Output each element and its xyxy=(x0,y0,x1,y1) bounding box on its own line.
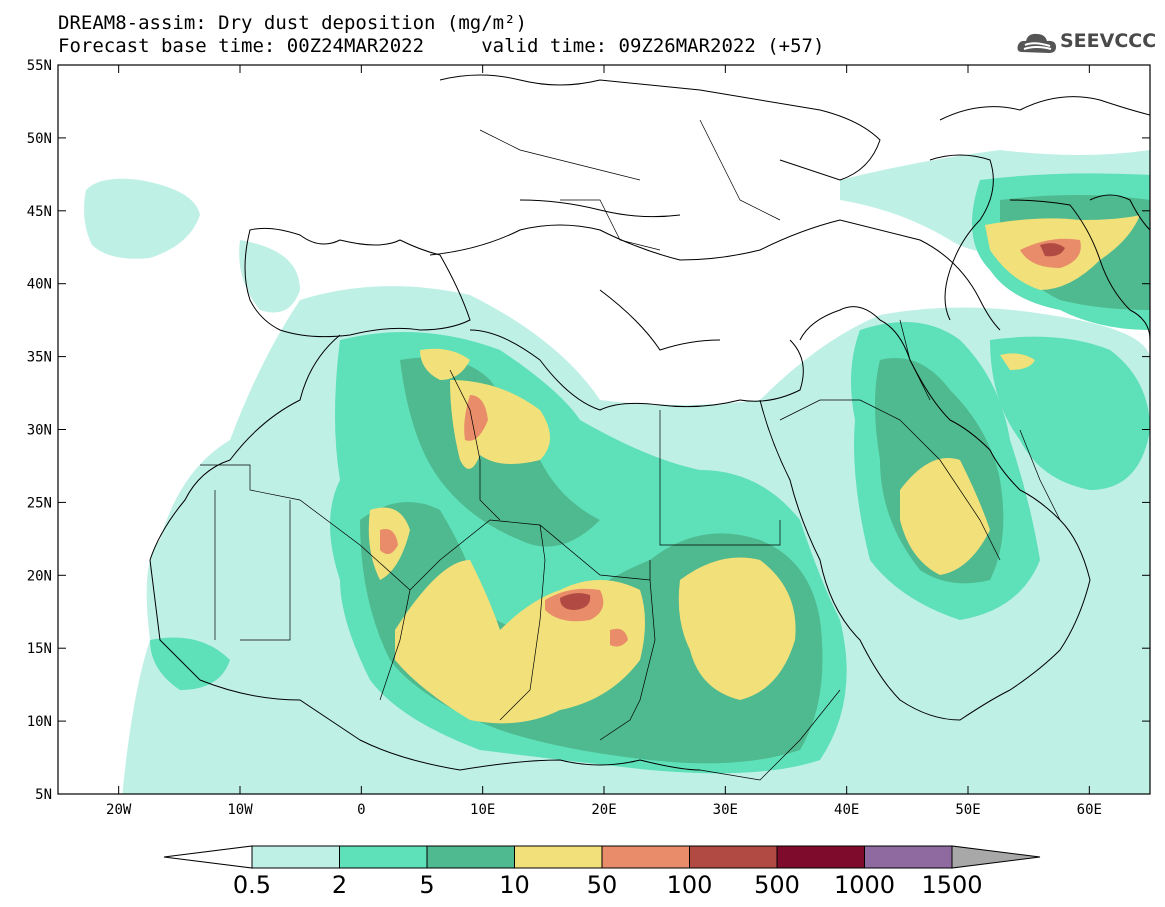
lat-tick-label: 15N xyxy=(27,641,52,657)
colorbar-under-arrow xyxy=(163,845,253,869)
lat-tick-label: 35N xyxy=(27,350,52,366)
lat-tick-label: 50N xyxy=(27,131,52,147)
colorbar-label: 100 xyxy=(667,871,713,899)
colorbar-segment xyxy=(514,845,603,869)
colorbar-label: 50 xyxy=(587,871,618,899)
colorbar-segment xyxy=(339,845,428,869)
colorbar-label: 500 xyxy=(754,871,800,899)
lon-tick-label: 10E xyxy=(470,802,495,818)
country-borders xyxy=(200,119,1061,781)
forecast-time-subtitle: Forecast base time: 00Z24MAR2022 valid t… xyxy=(58,35,825,57)
colorbar-segment xyxy=(426,845,515,869)
colorbar-label: 2 xyxy=(332,871,347,899)
map-title: DREAM8-assim: Dry dust deposition (mg/m²… xyxy=(58,12,527,34)
lat-tick-label: 45N xyxy=(27,204,52,220)
colorbar-segment xyxy=(864,845,953,869)
colorbar-segment xyxy=(251,845,340,869)
colorbar-over-arrow xyxy=(951,845,1041,869)
cloud-icon xyxy=(1017,33,1056,53)
colorbar-segment xyxy=(689,845,778,869)
lat-tick-label: 10N xyxy=(27,714,52,730)
logo-text: SEEVCCC xyxy=(1060,30,1157,52)
lat-tick-label: 30N xyxy=(27,423,52,439)
lon-tick-label: 0 xyxy=(357,802,365,818)
lon-tick-label: 60E xyxy=(1077,802,1102,818)
colorbar-label: 0.5 xyxy=(233,871,271,899)
colorbar-label: 1500 xyxy=(921,871,982,899)
coastlines xyxy=(149,74,1150,771)
deposition-level-100 xyxy=(560,243,1065,610)
lat-tick-label: 25N xyxy=(27,495,52,511)
lat-tick-label: 5N xyxy=(35,787,52,803)
lon-tick-label: 10W xyxy=(227,802,253,818)
lon-tick-label: 20W xyxy=(106,802,132,818)
colorbar: 0.5 2 5 10 50 100 500 1000 1500 xyxy=(163,845,1041,899)
lat-tick-label: 20N xyxy=(27,568,52,584)
colorbar-label: 5 xyxy=(419,871,434,899)
lat-tick-label: 40N xyxy=(27,277,52,293)
lon-tick-label: 40E xyxy=(834,802,859,818)
lon-tick-label: 50E xyxy=(955,802,980,818)
longitude-axis: 20W 10W 0 10E 20E 30E 40E 50E 60E xyxy=(106,65,1102,818)
latitude-axis: 55N 50N 45N 40N 35N 30N 25N 20N 15N 10N 5N xyxy=(27,58,1150,803)
colorbar-label: 10 xyxy=(499,871,530,899)
colorbar-segment xyxy=(776,845,865,869)
colorbar-segment xyxy=(601,845,690,869)
lon-tick-label: 30E xyxy=(713,802,738,818)
lon-tick-label: 20E xyxy=(591,802,616,818)
lat-tick-label: 55N xyxy=(27,58,52,74)
colorbar-label: 1000 xyxy=(834,871,895,899)
seevccc-logo: SEEVCCC xyxy=(1016,26,1156,60)
